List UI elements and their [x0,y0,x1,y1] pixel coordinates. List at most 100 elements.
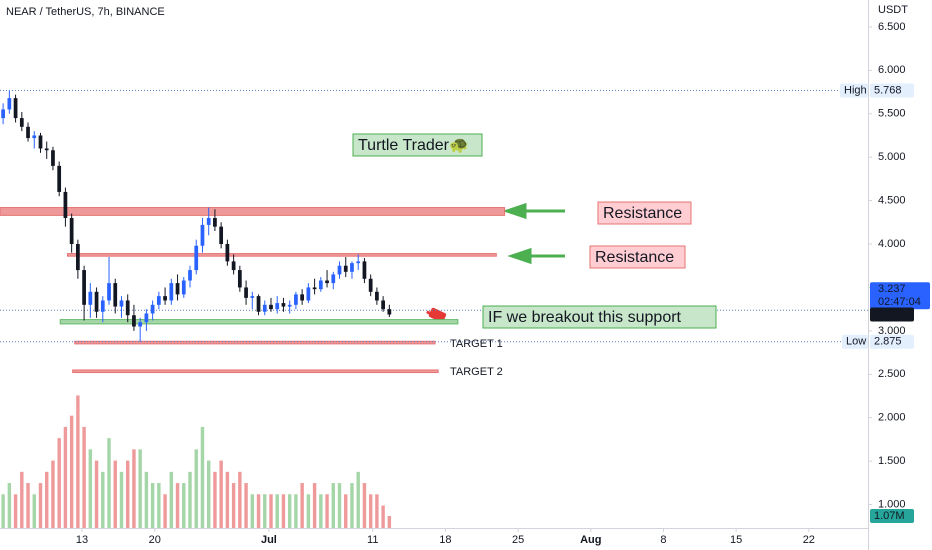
zone [74,340,436,345]
price-marker-box [870,307,914,322]
zone [66,253,497,257]
candle-body [244,287,248,298]
candle-body [100,300,105,312]
candle-body [300,294,305,301]
volume-label-box [870,508,914,523]
candle-body [275,303,280,310]
candle-body [231,261,236,271]
annotation: IF we breakout this support [488,309,682,326]
candle-body [237,270,242,288]
annotation: TARGET 1 [450,338,503,350]
volume-bar [350,483,354,528]
candle-body [32,135,37,139]
candle-body [200,224,205,246]
volume-bar [132,449,136,528]
candle-body [225,244,230,262]
y-tick-label: 5.000 [878,151,906,163]
y-tick-label: 1.500 [878,455,906,467]
volume-bar [138,449,142,528]
last-price-box [870,282,930,310]
annotation: Resistance [595,249,674,266]
candle-body [213,217,217,227]
annotation-box [589,245,686,269]
candle-body [88,291,93,305]
volume-bar [20,471,24,528]
high-label: High [844,84,867,96]
candle-body [331,274,336,284]
volume-bar [275,494,279,528]
y-tick-label: 6.500 [878,21,906,33]
volume-bar [263,494,267,528]
volume-bar [281,494,286,528]
candle-body [19,118,24,127]
volume-bar [368,494,373,528]
candle-body [163,296,167,301]
x-tick-label: 13 [76,534,88,546]
volume-bar [387,515,392,528]
arrows [426,202,565,323]
volume-bar [381,505,385,528]
candle-body [343,265,348,272]
countdown: 02:47:04 [878,296,921,308]
volume-bar [306,494,311,528]
low-label-box [842,334,868,349]
annotation: Turtle Trader🐢 [358,137,469,154]
candle-body [262,304,267,312]
candle-body [138,322,143,327]
volume-bar [94,460,99,528]
zone [0,207,506,216]
candle-body [194,245,199,271]
candle-body [150,304,155,314]
volume-bar [13,494,18,528]
volume-bar [144,471,149,528]
volume-bar [169,471,174,528]
y-tick-label: 2.000 [878,412,906,424]
volume-bar [26,483,30,528]
candle-body [38,135,43,149]
annotation-box [597,201,692,225]
candle-body [82,270,86,305]
candle-body [368,278,373,292]
volume-bar [63,426,68,528]
candle-body [156,296,161,305]
volume-bar [101,471,105,528]
volume-bar [188,471,192,528]
x-tick-label: 22 [803,534,815,546]
candle-body [188,270,192,281]
candle-body [175,283,180,295]
candle-body [132,315,136,327]
candle-body [94,291,99,312]
x-tick-label: 15 [730,534,742,546]
candle-body [287,304,292,307]
annotation-box [482,305,717,329]
volume-bar [113,460,117,528]
x-tick-label: Aug [580,534,601,546]
chart-title: NEAR / TetherUS, 7h, BINANCE [6,6,165,18]
x-tick-label: 18 [439,534,451,546]
volume-bar [225,471,230,528]
volume-bar [88,449,93,528]
volume-bar [182,483,186,528]
volume-bar [76,395,80,528]
volume-bar [213,471,217,528]
candle-body [294,294,298,305]
candle-body [107,283,111,301]
candle-body [219,226,224,245]
x-tick-label: 11 [367,534,378,546]
y-tick-label: 4.500 [878,195,906,207]
y-axis-label: USDT [878,4,908,16]
zone [59,319,459,325]
volume-bar [57,438,61,528]
volume-bar [319,494,323,528]
candle-body [169,283,174,301]
volume-bar [331,483,336,528]
volume-bar [269,494,273,528]
candle-body [63,191,68,218]
volume-bar [150,483,155,528]
candle-body [51,150,55,166]
y-tick-label: 2.500 [878,368,906,380]
volume-bar [32,494,36,528]
volume-bar [200,426,205,528]
candle-body [318,280,323,290]
